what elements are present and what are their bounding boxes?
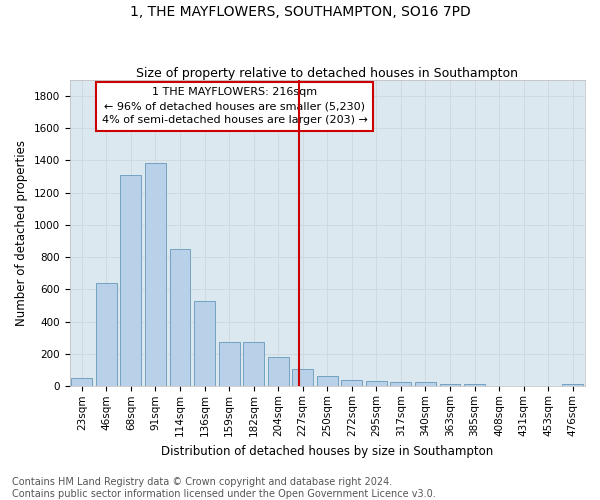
Text: Contains HM Land Registry data © Crown copyright and database right 2024.
Contai: Contains HM Land Registry data © Crown c…	[12, 478, 436, 499]
Bar	[440, 384, 460, 386]
Bar	[415, 382, 436, 386]
Bar	[170, 249, 190, 386]
Bar	[194, 301, 215, 386]
Text: 1 THE MAYFLOWERS: 216sqm
← 96% of detached houses are smaller (5,230)
4% of semi: 1 THE MAYFLOWERS: 216sqm ← 96% of detach…	[101, 87, 367, 125]
Bar	[317, 376, 338, 386]
Bar	[391, 382, 412, 386]
Bar	[96, 283, 117, 387]
Bar	[341, 380, 362, 386]
Title: Size of property relative to detached houses in Southampton: Size of property relative to detached ho…	[136, 66, 518, 80]
Bar	[292, 370, 313, 386]
Bar	[464, 384, 485, 386]
Bar	[218, 342, 239, 386]
X-axis label: Distribution of detached houses by size in Southampton: Distribution of detached houses by size …	[161, 444, 493, 458]
Text: 1, THE MAYFLOWERS, SOUTHAMPTON, SO16 7PD: 1, THE MAYFLOWERS, SOUTHAMPTON, SO16 7PD	[130, 5, 470, 19]
Bar	[145, 164, 166, 386]
Y-axis label: Number of detached properties: Number of detached properties	[15, 140, 28, 326]
Bar	[562, 384, 583, 386]
Bar	[71, 378, 92, 386]
Bar	[243, 342, 264, 386]
Bar	[366, 380, 387, 386]
Bar	[121, 175, 142, 386]
Bar	[268, 356, 289, 386]
